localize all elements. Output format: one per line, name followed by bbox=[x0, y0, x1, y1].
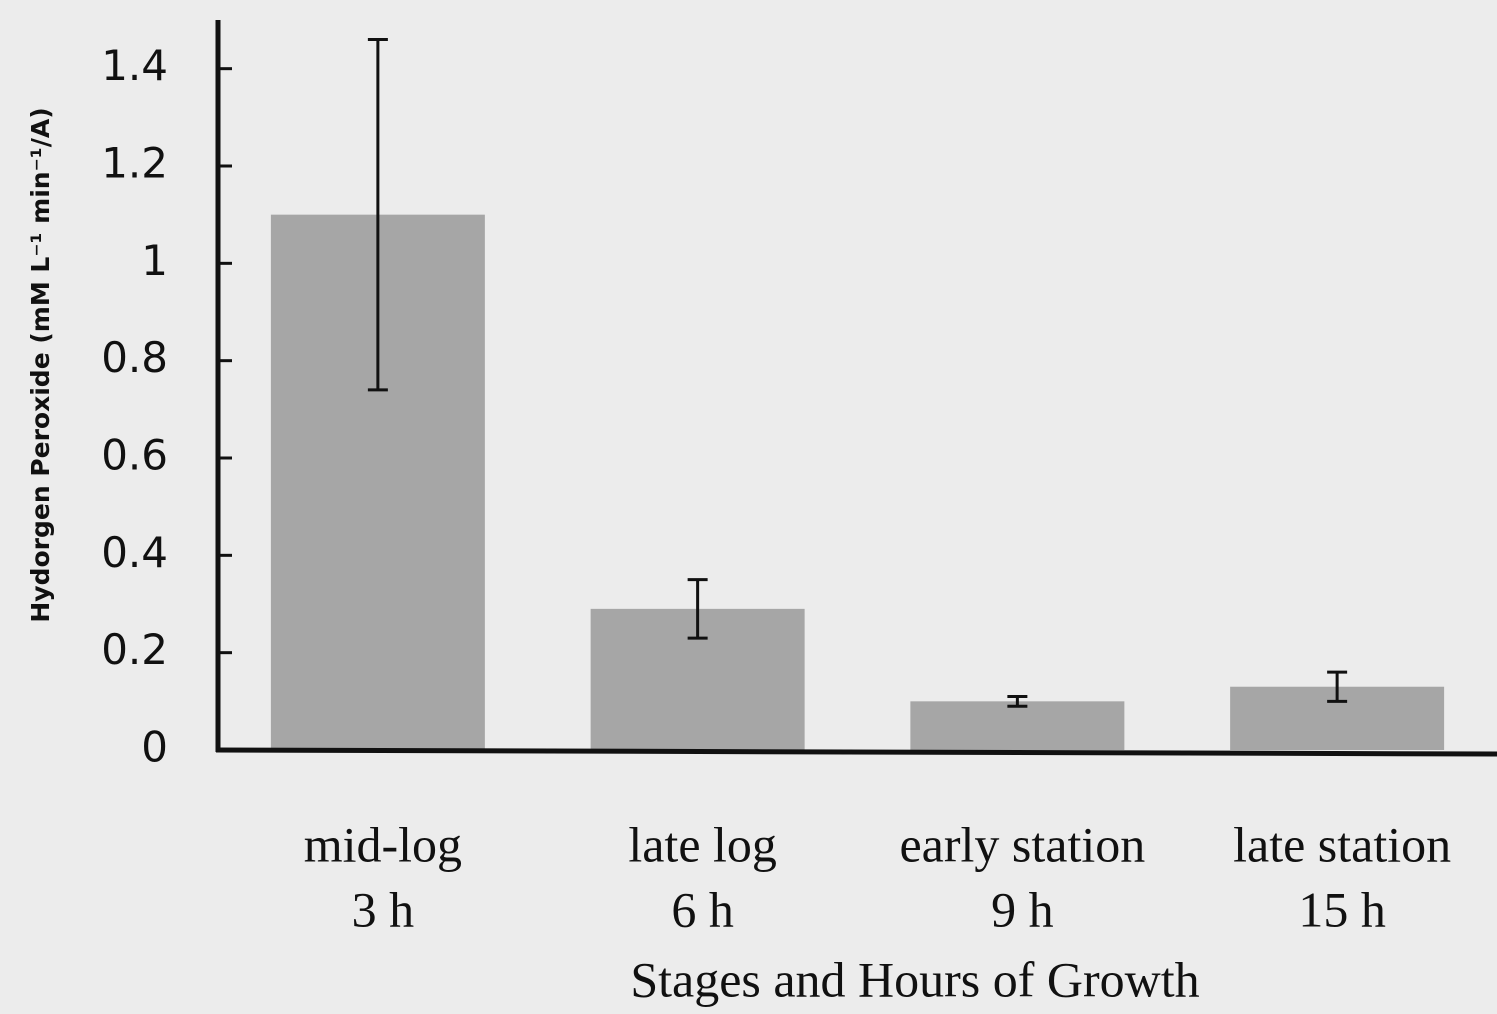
x-tick-label: late station bbox=[1233, 816, 1451, 872]
x-tick-label: 3 h bbox=[352, 881, 415, 937]
x-tick-label: 9 h bbox=[991, 881, 1054, 937]
x-tick-label: 15 h bbox=[1298, 881, 1386, 937]
y-tick-label: 0.6 bbox=[101, 431, 168, 480]
y-axis-label: Hydorgen Peroxide (mM L⁻¹ min⁻¹/A) bbox=[26, 107, 55, 622]
x-tick-label: mid-log bbox=[304, 816, 462, 872]
y-tick-label: 0 bbox=[141, 723, 168, 772]
x-tick-label: 6 h bbox=[671, 881, 734, 937]
y-tick-label: 0.8 bbox=[101, 333, 168, 382]
x-axis bbox=[215, 747, 1497, 757]
x-axis-label: Stages and Hours of Growth bbox=[630, 951, 1199, 1007]
y-tick-label: 0.4 bbox=[101, 528, 168, 577]
y-tick-label: 0.2 bbox=[101, 625, 168, 674]
y-tick-label: 1.4 bbox=[101, 41, 168, 90]
x-tick-label: late log bbox=[628, 816, 777, 872]
bar bbox=[910, 701, 1125, 750]
y-tick-label: 1.2 bbox=[101, 139, 168, 188]
y-tick-label: 1 bbox=[141, 236, 168, 285]
x-tick-label: early station bbox=[899, 816, 1145, 872]
